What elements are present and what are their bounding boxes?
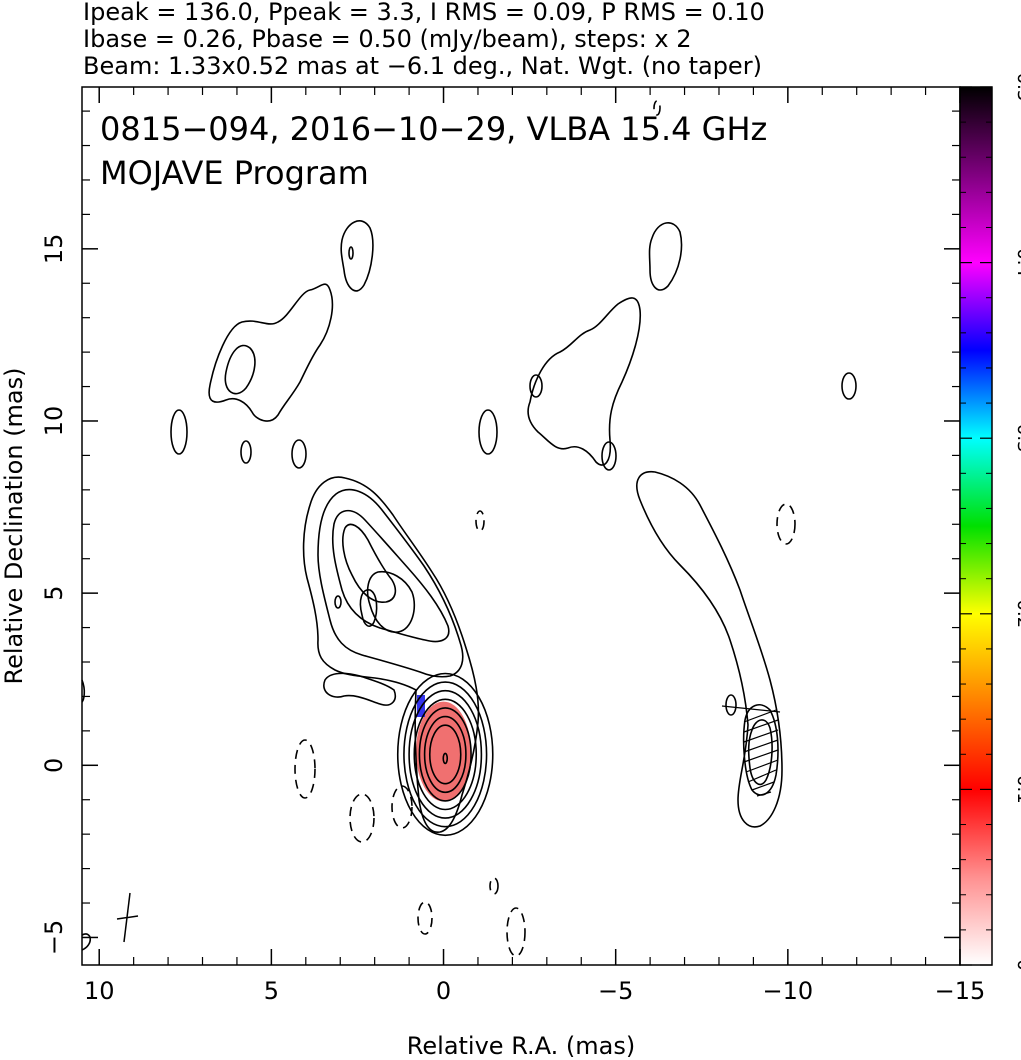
colorbar-tick-label: 0.1 <box>1013 775 1021 804</box>
x-tick-label: 10 <box>84 977 115 1005</box>
pol-contour-2 <box>742 704 779 796</box>
neg-contour-5 <box>506 907 526 957</box>
core-contour <box>413 698 478 811</box>
edge-contour <box>81 933 92 951</box>
diffuse-upper-blob <box>340 220 374 292</box>
plot-frame <box>81 86 961 966</box>
core-contour <box>408 689 483 819</box>
colorbar-tick-label: 0 <box>1013 959 1021 970</box>
x-tick-label: −5 <box>598 977 633 1005</box>
pol-upper-blob <box>648 222 683 291</box>
pol-isolated-2 <box>529 374 543 398</box>
header-line-3: Beam: 1.33x0.52 mas at −6.1 deg., Nat. W… <box>83 52 762 80</box>
core-contour <box>423 715 467 794</box>
pol-isolated-3 <box>601 441 617 471</box>
core-contour <box>403 681 488 828</box>
contour-map <box>81 100 857 957</box>
pol-contour-3 <box>747 719 773 786</box>
pol-negative-1 <box>776 503 796 545</box>
core-contour <box>396 672 494 837</box>
axis-ticks: 10 5 0 −5 −10 −15 −5 0 5 10 15 <box>40 87 985 1005</box>
jet-knot-tiny <box>334 595 342 609</box>
jet-outer-contour <box>302 476 480 833</box>
diffuse-isolated-1 <box>170 409 188 455</box>
edge-contour-2 <box>81 679 86 703</box>
colorbar-tick-label: 0.3 <box>1013 424 1021 453</box>
header-line-1: Ipeak = 136.0, Ppeak = 3.3, I RMS = 0.09… <box>83 0 765 26</box>
colorbar-tick-label: 0.4 <box>1013 248 1021 277</box>
y-tick-label: 10 <box>40 406 68 437</box>
y-tick-label: 5 <box>40 586 68 601</box>
pol-upper-contour <box>527 297 642 466</box>
neg-contour-1 <box>294 739 316 799</box>
core-contour <box>428 724 462 785</box>
neg-contour-6 <box>489 877 499 895</box>
jet-contour-4 <box>342 523 397 603</box>
jet-contour-5 <box>366 570 416 633</box>
diffuse-upper-contour <box>208 283 334 422</box>
jet-contour-3 <box>331 509 450 643</box>
colorbar-tick-label: 0.5 <box>1013 73 1021 102</box>
beam-marker <box>116 892 139 943</box>
colorbar: 0 0.1 0.2 0.3 0.4 0.5 <box>959 73 1021 971</box>
neg-contour-8 <box>653 100 661 116</box>
jet-lower-lobe <box>323 672 396 706</box>
diffuse-isolated-3 <box>291 439 307 469</box>
x-tick-label: −15 <box>935 977 986 1005</box>
x-axis-label: Relative R.A. (mas) <box>407 1032 635 1060</box>
plot-title: 0815−094, 2016−10−29, VLBA 15.4 GHz <box>100 110 767 148</box>
y-tick-label: −5 <box>40 920 68 955</box>
x-tick-label: 5 <box>264 977 279 1005</box>
program-label: MOJAVE Program <box>100 154 369 192</box>
pol-outer-contour <box>636 471 783 828</box>
polarization-color-patch <box>415 701 472 802</box>
pol-isolated-5 <box>725 694 737 716</box>
jet-knot-small <box>359 589 378 627</box>
neg-contour-4 <box>417 901 433 935</box>
colorbar-tick-label: 0.2 <box>1013 599 1021 628</box>
evpa-vectors <box>721 705 781 797</box>
core-peak-contour <box>442 752 449 765</box>
neg-contour-3 <box>391 785 413 829</box>
y-tick-label: 0 <box>40 758 68 773</box>
neg-contour-7 <box>475 510 485 532</box>
diffuse-inner <box>224 344 256 395</box>
diffuse-isolated-2 <box>240 440 252 464</box>
neg-contour-2 <box>349 793 375 843</box>
jet-contour-2 <box>317 488 464 678</box>
diffuse-peak <box>348 246 354 260</box>
pol-isolated-1 <box>478 409 498 455</box>
x-tick-label: −10 <box>763 977 814 1005</box>
y-axis-label: Relative Declination (mas) <box>0 367 28 684</box>
x-tick-label: 0 <box>436 977 451 1005</box>
header-line-2: Ibase = 0.26, Pbase = 0.50 (mJy/beam), s… <box>83 25 692 53</box>
y-tick-label: 15 <box>40 234 68 265</box>
colorbar-gradient <box>959 86 993 966</box>
pol-isolated-4 <box>841 372 857 400</box>
core-contour <box>418 707 472 802</box>
